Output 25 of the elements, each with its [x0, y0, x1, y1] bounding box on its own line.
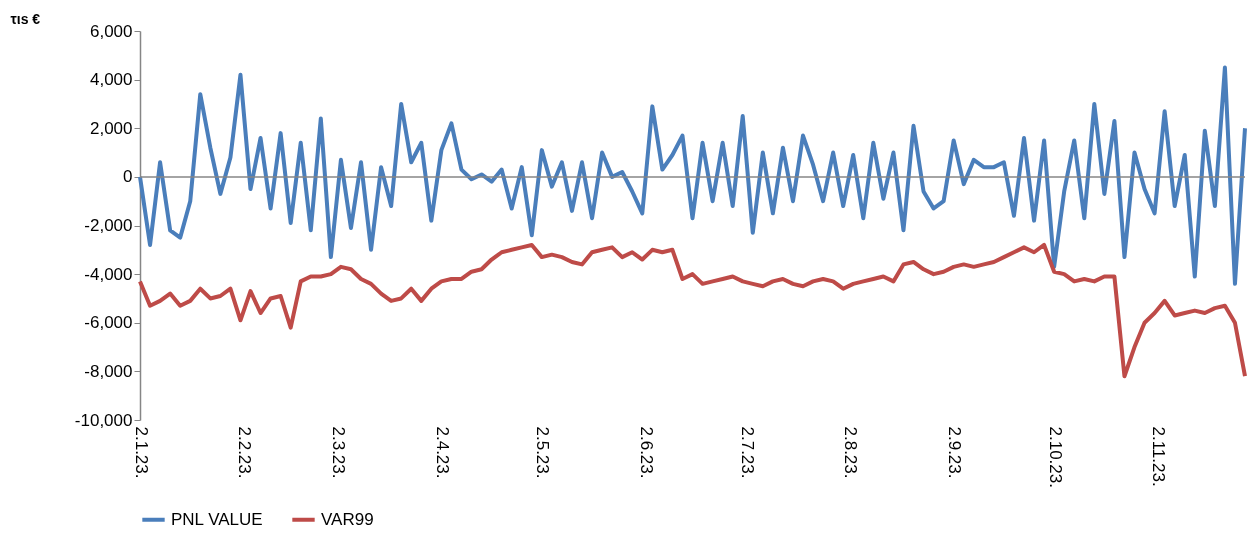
- x-tick-label: 2.1.23.: [131, 426, 151, 479]
- y-tick-label: -4,000: [84, 264, 133, 284]
- y-tick-label: -8,000: [84, 361, 133, 381]
- y-axis-title: τιs €: [10, 10, 41, 27]
- x-tick-label: 2.11.23.: [1149, 426, 1169, 487]
- y-tick-label: 4,000: [89, 70, 133, 90]
- y-tick-label: 2,000: [89, 118, 133, 138]
- x-tick-label: 2.2.23.: [235, 426, 255, 479]
- y-tick-label: -2,000: [84, 216, 133, 235]
- line-series: [138, 242, 1247, 379]
- x-tick-label: 2.4.23.: [432, 426, 452, 479]
- x-tick-label: 2.3.23.: [329, 426, 349, 479]
- y-tick-label: -10,000: [74, 410, 133, 430]
- legend-label: VAR99: [321, 509, 374, 529]
- x-tick-label: 2.6.23.: [637, 426, 657, 479]
- line-series: [138, 65, 1247, 286]
- y-tick-label: -6,000: [84, 313, 133, 333]
- x-tick-label: 2.7.23.: [737, 426, 757, 479]
- y-tick-label: 6,000: [89, 21, 133, 41]
- x-tick-label: 2.5.23.: [533, 426, 553, 479]
- x-tick-label: 2.8.23.: [841, 426, 861, 479]
- y-tick-label: 0: [123, 167, 133, 187]
- x-tick-label: 2.10.23.: [1045, 426, 1065, 488]
- legend-label: PNL VALUE: [171, 509, 263, 529]
- x-tick-label: 2.9.23.: [945, 426, 965, 479]
